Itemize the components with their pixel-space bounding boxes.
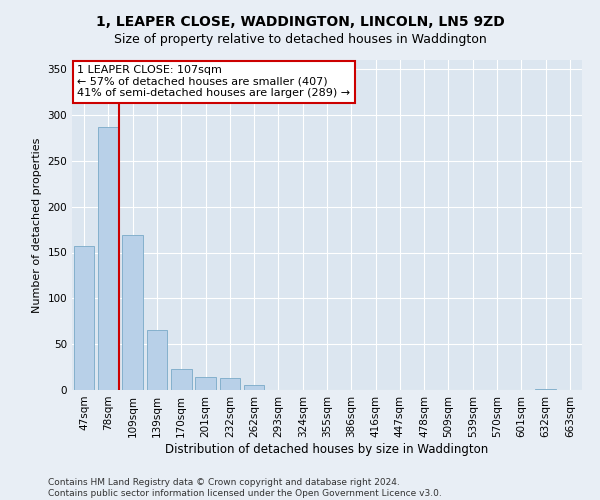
Bar [74, 246, 94, 390]
Bar [146, 330, 167, 390]
Bar [171, 369, 191, 390]
Text: Contains HM Land Registry data © Crown copyright and database right 2024.
Contai: Contains HM Land Registry data © Crown c… [48, 478, 442, 498]
Bar [195, 377, 216, 390]
Bar [122, 235, 143, 390]
X-axis label: Distribution of detached houses by size in Waddington: Distribution of detached houses by size … [166, 442, 488, 456]
Text: 1 LEAPER CLOSE: 107sqm
← 57% of detached houses are smaller (407)
41% of semi-de: 1 LEAPER CLOSE: 107sqm ← 57% of detached… [77, 65, 350, 98]
Text: Size of property relative to detached houses in Waddington: Size of property relative to detached ho… [113, 32, 487, 46]
Text: 1, LEAPER CLOSE, WADDINGTON, LINCOLN, LN5 9ZD: 1, LEAPER CLOSE, WADDINGTON, LINCOLN, LN… [95, 15, 505, 29]
Bar [244, 386, 265, 390]
Bar [220, 378, 240, 390]
Y-axis label: Number of detached properties: Number of detached properties [32, 138, 42, 312]
Bar [535, 389, 556, 390]
Bar [98, 127, 119, 390]
